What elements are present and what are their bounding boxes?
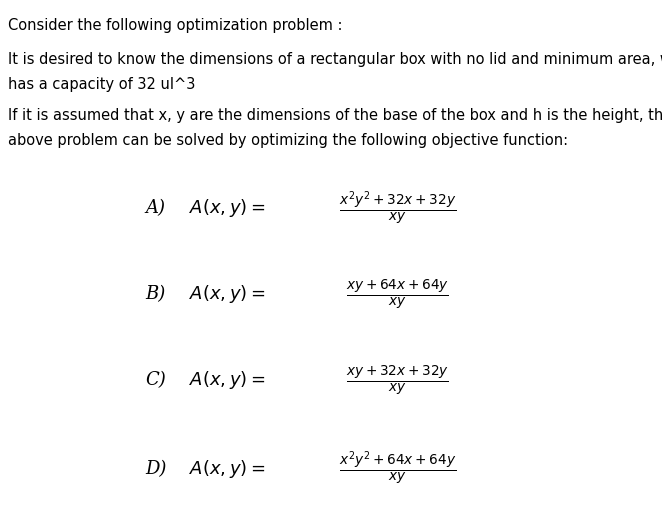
Text: If it is assumed that x, y are the dimensions of the base of the box and h is th: If it is assumed that x, y are the dimen… xyxy=(8,108,662,123)
Text: $\frac{xy + 64x + 64y}{xy}$: $\frac{xy + 64x + 64y}{xy}$ xyxy=(346,277,449,312)
Text: Consider the following optimization problem :: Consider the following optimization prob… xyxy=(8,18,342,33)
Text: above problem can be solved by optimizing the following objective function:: above problem can be solved by optimizin… xyxy=(8,133,568,148)
Text: has a capacity of 32 ul^3: has a capacity of 32 ul^3 xyxy=(8,77,195,92)
Text: $A(x, y) =$: $A(x, y) =$ xyxy=(189,283,265,305)
Text: $\frac{xy + 32x + 32y}{xy}$: $\frac{xy + 32x + 32y}{xy}$ xyxy=(346,363,449,398)
Text: $\frac{x^2y^2 + 64x + 64y}{xy}$: $\frac{x^2y^2 + 64x + 64y}{xy}$ xyxy=(338,450,456,488)
Text: $A(x, y) =$: $A(x, y) =$ xyxy=(189,458,265,480)
Text: $\frac{x^2y^2 + 32x + 32y}{xy}$: $\frac{x^2y^2 + 32x + 32y}{xy}$ xyxy=(338,189,456,228)
Text: $A(x, y) =$: $A(x, y) =$ xyxy=(189,369,265,391)
Text: C): C) xyxy=(146,371,166,389)
Text: It is desired to know the dimensions of a rectangular box with no lid and minimu: It is desired to know the dimensions of … xyxy=(8,52,662,67)
Text: $A(x, y) =$: $A(x, y) =$ xyxy=(189,197,265,219)
Text: A): A) xyxy=(146,200,166,217)
Text: D): D) xyxy=(146,460,167,478)
Text: B): B) xyxy=(146,286,166,303)
